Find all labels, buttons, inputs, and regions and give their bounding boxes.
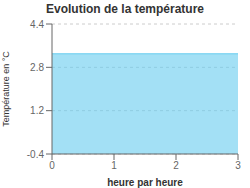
svg-text:2: 2 <box>173 160 179 171</box>
html-text:Evolution de la température: Evolution de la température <box>46 2 204 16</box>
svg-text:4.4: 4.4 <box>30 19 44 30</box>
svg-text:1: 1 <box>111 160 117 171</box>
svg-text:Température en °C: Température en °C <box>8 51 11 127</box>
svg-text:3: 3 <box>235 160 241 171</box>
svg-text:0: 0 <box>49 160 55 171</box>
svg-text:2.8: 2.8 <box>30 62 44 73</box>
svg-text:-0.4: -0.4 <box>27 149 45 160</box>
svg-text:heure par heure: heure par heure <box>107 177 183 188</box>
svg-text:1.2: 1.2 <box>30 105 44 116</box>
